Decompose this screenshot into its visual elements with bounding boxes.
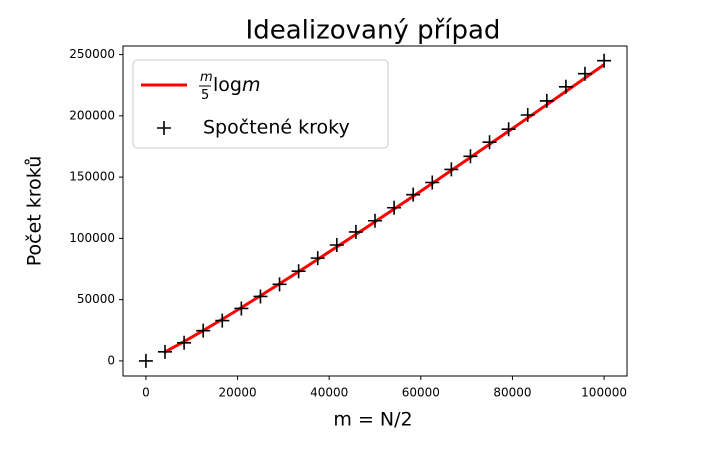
x-tick-label: 20000: [218, 386, 256, 400]
data-point: [539, 93, 554, 108]
data-point: [177, 335, 192, 350]
data-point: [482, 135, 497, 150]
legend-marker: [157, 121, 171, 135]
data-point: [291, 264, 306, 279]
data-point: [234, 301, 249, 316]
y-tick-label: 0: [107, 353, 115, 367]
data-point: [387, 200, 402, 215]
x-tick-label: 60000: [402, 386, 440, 400]
plot-frame: [122, 45, 628, 377]
x-tick-label: 100000: [581, 386, 627, 400]
data-point: [215, 313, 230, 328]
x-tick-label: 40000: [310, 386, 348, 400]
y-axis-label: Počet kroků: [24, 156, 46, 267]
y-tick-label: 150000: [69, 170, 115, 184]
y-tick-label: 50000: [77, 292, 115, 306]
x-tick-label: 80000: [493, 386, 531, 400]
y-tick-label: 250000: [69, 47, 115, 61]
y-tick-label: 200000: [69, 108, 115, 122]
y-tick-label: 100000: [69, 231, 115, 245]
legend-label: m 5 logm: [200, 70, 260, 103]
data-point: [520, 107, 535, 122]
legend-box: [132, 59, 389, 149]
data-point: [348, 224, 363, 239]
data-point: [310, 251, 325, 266]
data-point: [463, 149, 478, 164]
data-point: [425, 175, 440, 190]
data-point: [558, 79, 573, 94]
chart-title: Idealizovaný případ: [246, 16, 501, 46]
data-point: [196, 323, 211, 338]
data-point: [444, 162, 459, 177]
data-point: [501, 122, 516, 137]
data-point: [158, 344, 173, 359]
data-point: [577, 66, 592, 81]
data-point: [272, 277, 287, 292]
data-point: [253, 289, 268, 304]
data-point: [368, 213, 382, 228]
data-point: [406, 187, 421, 202]
data-point: [597, 53, 612, 68]
data-point: [329, 238, 344, 253]
legend-label: Spočtené kroky: [203, 117, 350, 139]
data-point: [138, 353, 153, 368]
x-axis-label: m = N/2: [333, 409, 412, 431]
x-tick-label: 0: [142, 386, 150, 400]
